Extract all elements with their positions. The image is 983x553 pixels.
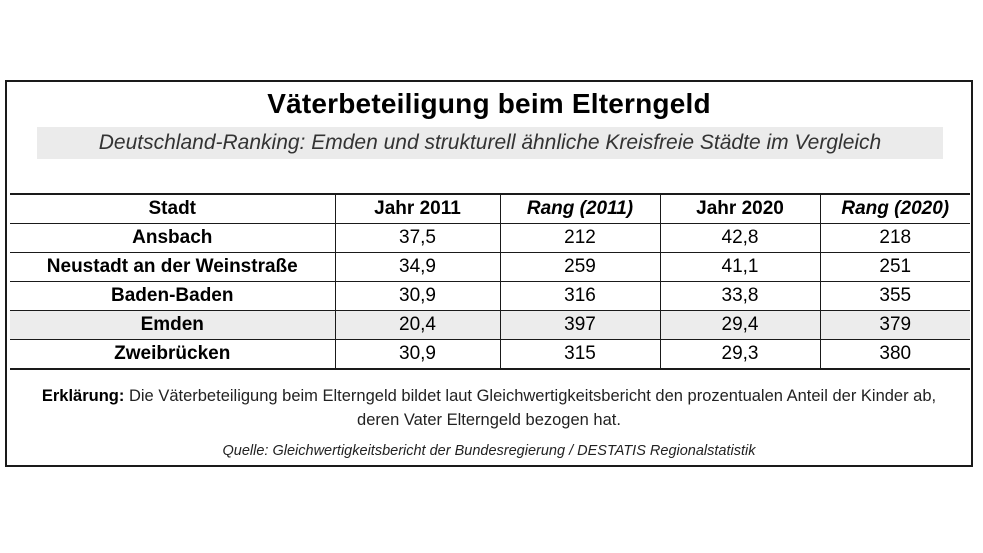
page-title: Väterbeteiligung beim Elterngeld: [267, 88, 711, 119]
explanation-text: Die Väterbeteiligung beim Elterngeld bil…: [124, 387, 937, 429]
rank-cell: 212: [499, 223, 661, 253]
source-note: Quelle: Gleichwertigkeitsbericht der Bun…: [222, 443, 756, 459]
value-cell: 29,4: [659, 310, 821, 340]
rank-cell: 355: [819, 281, 970, 311]
table-row: Baden-Baden 30,9 316 33,8 355: [10, 281, 970, 311]
ranking-table: Stadt Jahr 2011 Rang (2011) Jahr 2020 Ra…: [10, 193, 970, 370]
rank-cell: 251: [819, 252, 970, 282]
header-rang-2020: Rang (2020): [819, 193, 970, 224]
rank-cell: 379: [819, 310, 970, 340]
table-row: Ansbach 37,5 212 42,8 218: [10, 223, 970, 253]
rank-cell: 380: [819, 339, 970, 370]
table-row: Zweibrücken 30,9 315 29,3 380: [10, 339, 970, 370]
value-cell: 20,4: [334, 310, 501, 340]
value-cell: 30,9: [334, 281, 501, 311]
city-cell: Ansbach: [10, 223, 336, 253]
page-subtitle: Deutschland-Ranking: Emden und strukture…: [37, 127, 943, 159]
header-stadt: Stadt: [10, 193, 336, 224]
explanation-label: Erklärung:: [41, 387, 125, 405]
value-cell: 30,9: [334, 339, 501, 370]
header-jahr-2011: Jahr 2011: [334, 193, 501, 224]
table-header-row: Stadt Jahr 2011 Rang (2011) Jahr 2020 Ra…: [10, 193, 970, 224]
table-row: Neustadt an der Weinstraße 34,9 259 41,1…: [10, 252, 970, 282]
city-cell: Zweibrücken: [10, 339, 336, 370]
value-cell: 37,5: [334, 223, 501, 253]
rank-cell: 316: [499, 281, 661, 311]
city-cell: Neustadt an der Weinstraße: [10, 252, 336, 282]
header-jahr-2020: Jahr 2020: [659, 193, 821, 224]
value-cell: 42,8: [659, 223, 821, 253]
rank-cell: 315: [499, 339, 661, 370]
rank-cell: 397: [499, 310, 661, 340]
value-cell: 33,8: [659, 281, 821, 311]
header-rang-2011: Rang (2011): [499, 193, 661, 224]
city-cell: Baden-Baden: [10, 281, 336, 311]
value-cell: 29,3: [659, 339, 821, 370]
value-cell: 34,9: [334, 252, 501, 282]
rank-cell: 218: [819, 223, 970, 253]
table-row-highlighted: Emden 20,4 397 29,4 379: [10, 310, 970, 340]
explanation-note: Erklärung: Die Väterbeteiligung beim Elt…: [19, 384, 959, 432]
infographic-frame: Väterbeteiligung beim Elterngeld Deutsch…: [5, 80, 973, 467]
value-cell: 41,1: [659, 252, 821, 282]
rank-cell: 259: [499, 252, 661, 282]
city-cell: Emden: [10, 310, 336, 340]
